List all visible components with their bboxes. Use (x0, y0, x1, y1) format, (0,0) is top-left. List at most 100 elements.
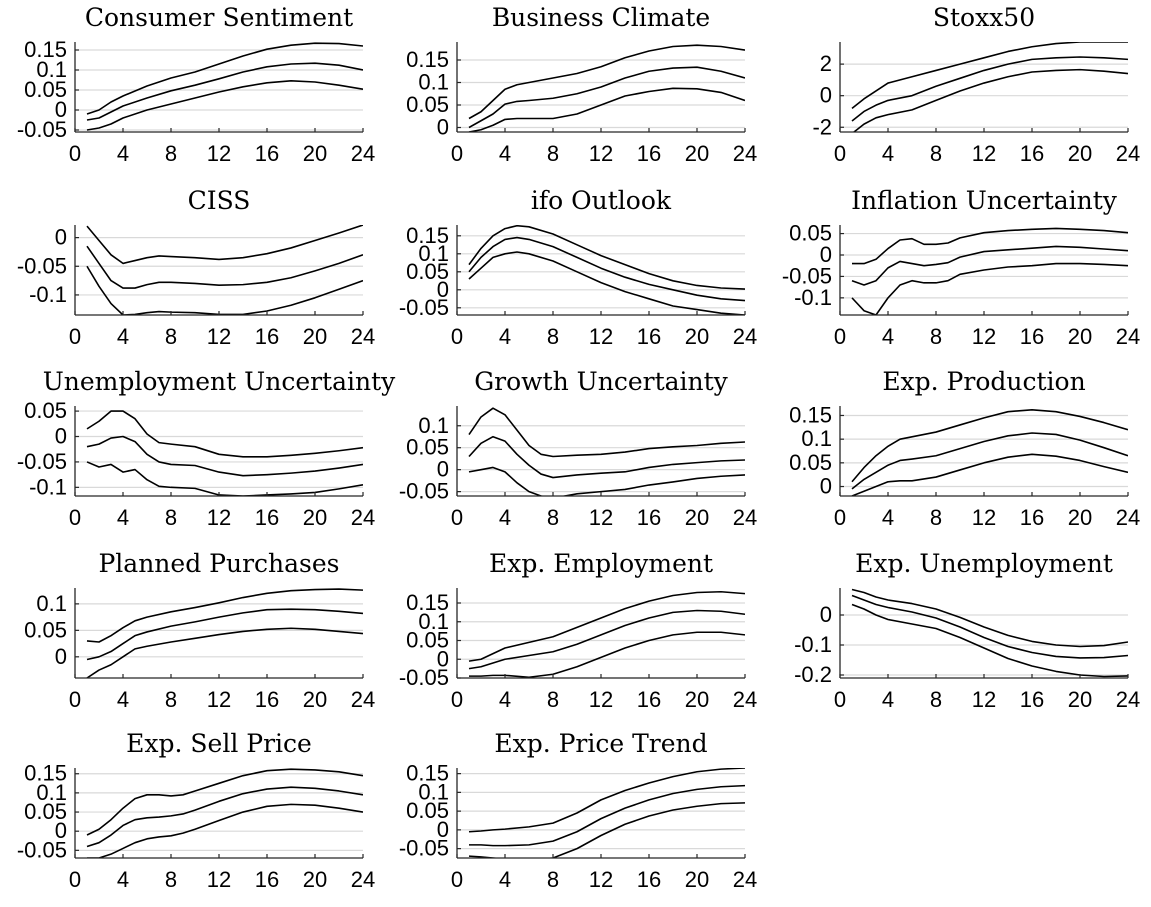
series-line (468, 44, 745, 120)
x-tick-label: 0 (451, 141, 463, 166)
y-tick-label: 0.1 (418, 779, 449, 804)
series-group (851, 588, 1128, 678)
series-group (86, 42, 363, 131)
y-tick-label: -0.05 (782, 263, 832, 288)
x-tick-label: 16 (637, 505, 661, 530)
series-group (468, 44, 745, 132)
panel-title: Exp. Employment (489, 549, 713, 578)
y-tick-label: 0.05 (24, 617, 67, 642)
x-tick-label: 20 (685, 505, 709, 530)
series-line (851, 594, 1128, 659)
x-tick-label: 12 (589, 687, 613, 712)
y-tick-label: 0.05 (24, 799, 67, 824)
series-line (86, 265, 363, 315)
series-line (468, 768, 745, 833)
y-tick-label: -0.05 (399, 836, 449, 861)
x-tick-label: 20 (685, 141, 709, 166)
x-tick-label: 8 (547, 324, 559, 349)
x-tick-label: 8 (547, 505, 559, 530)
x-tick-label: 24 (1116, 141, 1140, 166)
y-tick-label: 0.15 (406, 47, 449, 72)
y-tick-label: 0 (820, 83, 832, 108)
panel-title: Unemployment Uncertainty (43, 367, 396, 396)
y-tick-label: 0.05 (24, 77, 67, 102)
y-tick-label: 0.05 (406, 259, 449, 284)
x-tick-label: 8 (165, 324, 177, 349)
x-tick-label: 24 (733, 867, 757, 892)
y-tick-label: -0.05 (399, 479, 449, 504)
y-tick-label: 0.05 (406, 92, 449, 117)
panel-title: Business Climate (492, 3, 710, 32)
x-tick-label: 20 (685, 324, 709, 349)
x-tick-label: 12 (207, 687, 231, 712)
x-tick-label: 12 (207, 867, 231, 892)
x-tick-label: 16 (255, 687, 279, 712)
y-tick-label: 0 (437, 646, 449, 671)
series-group (468, 225, 745, 315)
series-line (468, 225, 745, 290)
x-tick-label: 24 (351, 867, 375, 892)
x-tick-label: 16 (1020, 324, 1044, 349)
x-tick-label: 24 (733, 324, 757, 349)
y-tick-label: 0.15 (789, 402, 832, 427)
x-tick-label: 8 (930, 141, 942, 166)
x-tick-label: 24 (351, 141, 375, 166)
x-tick-label: 24 (351, 687, 375, 712)
x-tick-label: 8 (547, 867, 559, 892)
y-tick-label: -0.1 (29, 474, 67, 499)
y-tick-label: 0 (820, 242, 832, 267)
y-tick-label: 0.05 (406, 628, 449, 653)
series-line (86, 461, 363, 496)
series-line (468, 609, 745, 670)
series-line (468, 407, 745, 458)
series-line (86, 768, 363, 836)
x-tick-label: 12 (207, 324, 231, 349)
panel-title: Exp. Unemployment (855, 549, 1113, 578)
x-tick-label: 12 (207, 505, 231, 530)
x-tick-label: 16 (255, 867, 279, 892)
x-tick-label: 4 (882, 141, 894, 166)
y-tick-label: 0.1 (418, 70, 449, 95)
y-tick-label: 0 (55, 644, 67, 669)
y-tick-label: 0.1 (801, 426, 832, 451)
series-line (468, 466, 745, 496)
x-tick-label: 24 (1116, 324, 1140, 349)
series-line (86, 410, 363, 458)
x-tick-label: 0 (834, 505, 846, 530)
series-line (468, 590, 745, 662)
panel-title: Growth Uncertainty (474, 367, 728, 396)
series-line (86, 42, 363, 115)
x-tick-label: 0 (69, 141, 81, 166)
x-tick-label: 24 (733, 141, 757, 166)
x-tick-label: 0 (451, 505, 463, 530)
x-tick-label: 16 (255, 141, 279, 166)
x-tick-label: 12 (207, 141, 231, 166)
x-tick-label: 0 (69, 505, 81, 530)
series-line (851, 42, 1128, 109)
y-tick-label: 0.05 (789, 221, 832, 246)
x-tick-label: 0 (69, 687, 81, 712)
panel-title: Stoxx50 (933, 3, 1035, 32)
panel-title: Exp. Sell Price (126, 729, 312, 758)
series-group (86, 225, 363, 315)
series-group (851, 42, 1128, 132)
series-line (468, 236, 745, 302)
x-tick-label: 20 (1068, 141, 1092, 166)
y-tick-label: -0.1 (29, 282, 67, 307)
x-tick-label: 16 (637, 141, 661, 166)
series-line (86, 245, 363, 289)
x-tick-label: 24 (351, 505, 375, 530)
chart-panel: 0 4 8 12 16 20 24 0.150.10.050 Business Climate (406, 3, 757, 166)
y-tick-label: 0.05 (789, 450, 832, 475)
x-tick-label: 0 (834, 324, 846, 349)
series-group (86, 768, 363, 858)
x-tick-label: 0 (69, 324, 81, 349)
x-tick-label: 20 (303, 141, 327, 166)
panel-title: Consumer Sentiment (85, 3, 353, 32)
